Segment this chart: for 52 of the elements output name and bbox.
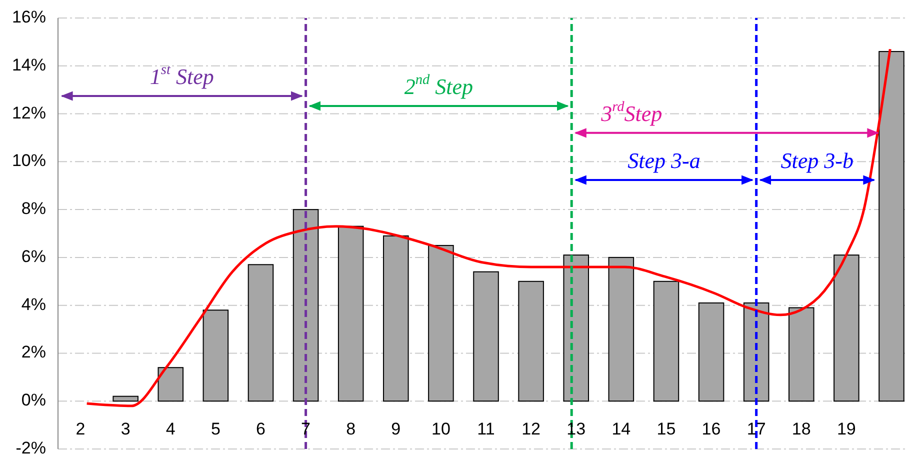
y-tick-label: -2% — [16, 438, 46, 458]
bar — [202, 310, 229, 402]
x-tick-label: 13 — [566, 420, 586, 439]
bar — [383, 235, 409, 402]
x-tick-label: 7 — [301, 420, 311, 439]
x-tick-label: 10 — [431, 420, 450, 439]
bar — [698, 302, 724, 402]
x-tick-label: 14 — [612, 420, 631, 439]
annotation: 1$^{st}$ Step — [150, 62, 214, 90]
bar — [248, 264, 274, 402]
x-tick-label: 18 — [792, 420, 811, 439]
x-tick-label: 2 — [76, 420, 86, 439]
x-tick-label: 5 — [210, 420, 220, 439]
y-tick-label: 2% — [21, 342, 46, 362]
y-tick-label: 14% — [12, 55, 46, 74]
y-tick-label: 8% — [21, 199, 46, 218]
x-tick-label: 17 — [746, 420, 766, 439]
y-tick-label: 0% — [21, 390, 46, 410]
y-tick-label: 10% — [12, 151, 46, 170]
bar — [653, 280, 680, 402]
bar — [788, 307, 814, 402]
y-tick-label: 12% — [12, 103, 46, 122]
x-tick-label: 6 — [256, 420, 266, 439]
y-tick-label: 6% — [21, 246, 46, 266]
bar — [518, 280, 544, 402]
x-tick-label: 9 — [391, 420, 401, 439]
y-tick-label: 4% — [21, 294, 46, 314]
bar — [563, 254, 589, 402]
annotation: Step 3-a — [628, 148, 700, 174]
x-tick-label: 4 — [166, 420, 176, 439]
bar — [158, 367, 184, 402]
x-tick-label: 19 — [836, 420, 856, 439]
bar — [112, 396, 138, 402]
bar — [834, 254, 860, 402]
annotation: Step 3-b — [780, 148, 854, 174]
bar — [608, 256, 634, 402]
bar — [743, 302, 770, 402]
bar — [428, 244, 454, 402]
bar — [292, 209, 319, 402]
x-tick-label: 12 — [522, 420, 541, 439]
line-series — [86, 48, 892, 408]
annotation: 3$^{rd}$Step — [600, 99, 662, 126]
x-tick-label: 16 — [702, 420, 721, 439]
x-tick-label: 15 — [656, 420, 676, 439]
annotation: 2$^{nd}$ Step — [404, 72, 474, 100]
bar — [878, 51, 904, 402]
y-tick-label: 16% — [12, 7, 46, 26]
bar — [473, 271, 499, 402]
bar — [338, 226, 364, 402]
x-tick-label: 3 — [120, 420, 130, 439]
x-tick-label: 8 — [346, 420, 356, 439]
x-tick-label: 11 — [477, 420, 495, 439]
